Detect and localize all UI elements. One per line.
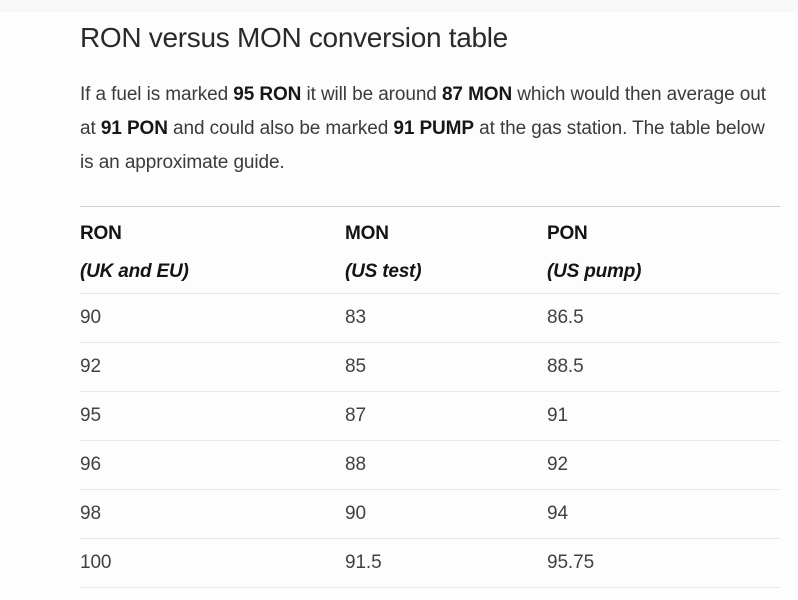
cell-ron: 95 — [80, 405, 101, 426]
cell-mon: 83 — [345, 307, 366, 328]
column-name-mon: MON — [345, 223, 389, 244]
table-row: 92 85 88.5 — [80, 342, 780, 392]
cell-mon: 91.5 — [345, 552, 382, 573]
intro-segment-bold-87-mon: 87 MON — [441, 84, 513, 105]
article-content: RON versus MON conversion table If a fue… — [0, 12, 780, 588]
cell-mon: 87 — [345, 405, 366, 426]
cell-pon: 92 — [547, 454, 568, 475]
column-header-ron: RON (UK and EU) — [80, 207, 345, 294]
cell-pon: 86.5 — [547, 307, 584, 328]
cell-ron: 100 — [80, 552, 112, 573]
cell-mon: 88 — [345, 454, 366, 475]
column-name-ron: RON — [80, 223, 122, 244]
intro-paragraph: If a fuel is marked 95 RON it will be ar… — [80, 78, 780, 180]
cell-pon: 88.5 — [547, 356, 584, 377]
intro-segment: and could also be marked — [167, 118, 394, 139]
column-header-mon: MON (US test) — [345, 207, 547, 294]
cell-pon: 94 — [547, 503, 568, 524]
table-row: 96 88 92 — [80, 440, 780, 490]
cell-pon: 95.75 — [547, 552, 595, 573]
cell-ron: 92 — [80, 356, 101, 377]
cell-ron: 96 — [80, 454, 101, 475]
conversion-table: RON (UK and EU) MON (US test) PON (US pu… — [80, 206, 780, 588]
table-header-row: RON (UK and EU) MON (US test) PON (US pu… — [80, 207, 780, 294]
intro-segment: it will be around — [301, 84, 442, 105]
table-row: 90 83 86.5 — [80, 293, 780, 343]
cell-ron: 90 — [80, 307, 101, 328]
intro-segment: at the gas station. The table below is a… — [80, 118, 765, 173]
intro-segment-bold-95-ron: 95 RON — [233, 84, 302, 105]
table-row: 95 87 91 — [80, 391, 780, 441]
column-qualifier-mon: (US test) — [345, 261, 422, 282]
cell-mon: 90 — [345, 503, 366, 524]
intro-segment: which would then average out at — [80, 84, 766, 139]
page-title: RON versus MON conversion table — [80, 22, 508, 53]
table-row: 98 90 94 — [80, 489, 780, 539]
cell-pon: 91 — [547, 405, 568, 426]
intro-segment: If a fuel is marked — [80, 84, 234, 105]
column-qualifier-ron: (UK and EU) — [80, 261, 189, 282]
page-top-strip — [0, 0, 798, 12]
column-name-pon: PON — [547, 223, 588, 244]
column-header-pon: PON (US pump) — [547, 207, 780, 294]
table-row: 100 91.5 95.75 — [80, 538, 780, 588]
cell-ron: 98 — [80, 503, 101, 524]
intro-segment-bold-91-pon: 91 PON — [100, 118, 168, 139]
column-qualifier-pon: (US pump) — [547, 261, 642, 282]
cell-mon: 85 — [345, 356, 366, 377]
intro-segment-bold-91-pump: 91 PUMP — [393, 118, 474, 139]
